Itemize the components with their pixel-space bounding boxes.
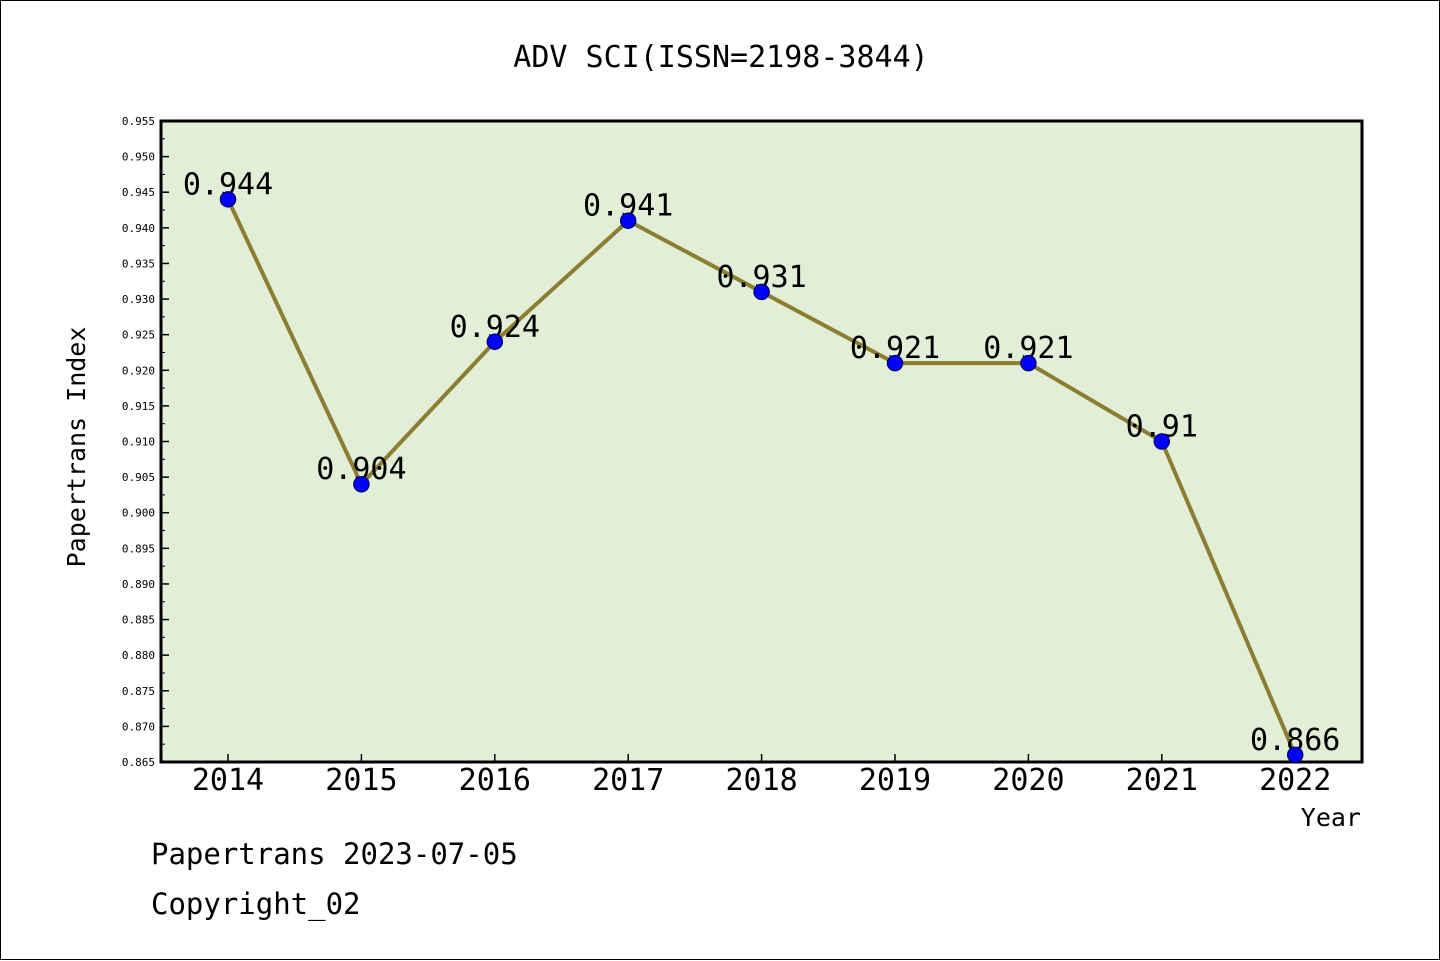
- y-axis: 0.865 0.870 0.875 0.880 0.885 0.890 0.895 0.900…: [122, 115, 169, 769]
- data-point-marker: [1286, 746, 1304, 764]
- y-tick-label: 0.930: [122, 293, 155, 306]
- x-tick-label: 2018: [725, 763, 797, 798]
- chart-title: ADV SCI(ISSN=2198-3844): [513, 40, 928, 75]
- data-point-marker: [753, 283, 770, 301]
- y-tick-label: 0.955: [122, 115, 155, 128]
- x-axis-label: Year: [1301, 803, 1361, 832]
- y-tick-label: 0.905: [122, 471, 155, 484]
- y-tick-label: 0.925: [122, 329, 155, 342]
- data-point-marker: [1153, 433, 1171, 450]
- x-tick-label: 2021: [1126, 763, 1198, 798]
- y-tick-label: 0.870: [122, 720, 155, 733]
- y-tick-label: 0.900: [122, 507, 155, 520]
- data-point-marker: [886, 354, 904, 372]
- y-tick-label: 0.945: [122, 186, 155, 199]
- data-point-marker: [486, 333, 504, 351]
- data-point-marker: [353, 475, 370, 493]
- footer-copyright-text: Copyright_02: [151, 887, 361, 921]
- data-point-marker: [219, 191, 237, 208]
- y-tick-label: 0.885: [122, 614, 155, 627]
- y-tick-label: 0.950: [122, 151, 155, 164]
- data-point-marker: [619, 212, 637, 229]
- y-tick-label: 0.865: [122, 756, 155, 769]
- x-tick-label: 2014: [192, 763, 264, 798]
- y-tick-label: 0.935: [122, 257, 155, 270]
- x-tick-label: 2016: [459, 763, 531, 798]
- y-tick-label: 0.890: [122, 578, 155, 591]
- x-axis: 2014 2015 2016 2017 2018 2019 2020 2021 2022: [192, 754, 1331, 798]
- y-tick-label: 0.940: [122, 222, 155, 235]
- x-tick-label: 2020: [992, 763, 1064, 798]
- y-tick-label: 0.910: [122, 436, 155, 449]
- x-tick-label: 2019: [859, 763, 931, 798]
- x-tick-label: 2015: [325, 763, 397, 798]
- y-tick-label: 0.880: [122, 649, 155, 662]
- y-tick-label: 0.920: [122, 364, 155, 377]
- y-axis-label: Papertrans Index: [62, 327, 91, 568]
- y-tick-label: 0.915: [122, 400, 155, 413]
- data-point-marker: [1020, 354, 1037, 372]
- y-tick-label: 0.895: [122, 542, 155, 555]
- y-tick-label: 0.875: [122, 685, 155, 698]
- x-tick-label: 2022: [1259, 763, 1331, 798]
- x-tick-label: 2017: [592, 763, 664, 798]
- footer-date-text: Papertrans 2023-07-05: [151, 837, 518, 871]
